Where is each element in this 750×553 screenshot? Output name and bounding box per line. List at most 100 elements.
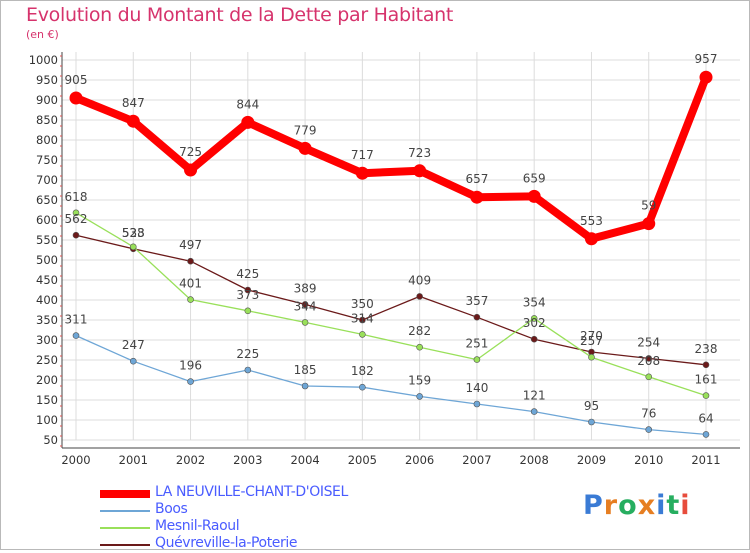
x-tick-label: 2004 [290, 453, 319, 467]
data-point [244, 366, 252, 374]
data-point [187, 296, 194, 303]
y-tick-label: 250 [36, 353, 58, 367]
chart-subtitle: (en €) [26, 28, 59, 41]
data-label: 717 [351, 148, 374, 162]
data-point [645, 373, 653, 381]
data-label: 425 [236, 267, 259, 281]
data-label: 957 [695, 52, 718, 66]
chart-title: Evolution du Montant de la Dette par Hab… [26, 4, 454, 26]
data-label: 847 [122, 96, 145, 110]
data-point [699, 70, 713, 84]
y-tick-label: 50 [43, 433, 58, 447]
series-line-3 [75, 234, 707, 366]
data-label: 121 [523, 389, 546, 403]
data-point [241, 115, 255, 129]
data-label: 779 [294, 123, 317, 137]
legend-label: LA NEUVILLE-CHANT-D'OISEL [155, 484, 348, 500]
data-label: 657 [465, 172, 488, 186]
y-tick-label: 600 [36, 213, 58, 227]
y-tick-label: 200 [36, 373, 58, 387]
logo-letter: t [666, 490, 681, 521]
data-point [126, 114, 140, 128]
y-tick-label: 850 [36, 113, 58, 127]
y-tick-label: 650 [36, 193, 58, 207]
logo-letter: i [680, 490, 691, 521]
x-tick-label: 2003 [233, 453, 262, 467]
data-label: 64 [698, 411, 713, 425]
y-tick-label: 950 [36, 73, 58, 87]
data-label: 723 [408, 146, 431, 160]
data-label: 354 [523, 295, 546, 309]
data-label: 497 [179, 238, 202, 252]
data-label: 251 [465, 337, 488, 351]
x-tick-label: 2009 [577, 453, 606, 467]
logo-letter: P [583, 490, 604, 521]
data-label: 373 [236, 288, 259, 302]
data-label: 161 [695, 373, 718, 387]
data-point [588, 418, 595, 426]
y-tick-label: 900 [36, 93, 58, 107]
data-label: 344 [294, 299, 317, 313]
legend-swatch [100, 510, 150, 512]
data-label: 196 [179, 359, 202, 373]
data-label: 618 [65, 190, 88, 204]
legend-label: Mesnil-Raoul [155, 518, 240, 534]
x-tick-label: 2010 [634, 453, 663, 467]
x-tick-label: 2007 [462, 453, 491, 467]
y-tick-label: 300 [36, 333, 58, 347]
x-tick-label: 2005 [348, 453, 377, 467]
data-point [69, 91, 83, 105]
data-label: 282 [408, 324, 431, 338]
legend-swatch [100, 490, 150, 498]
data-point [129, 357, 137, 365]
data-point [72, 332, 80, 339]
data-label: 238 [695, 342, 718, 356]
data-point [588, 353, 595, 361]
data-label: 140 [465, 381, 488, 395]
data-point [702, 392, 710, 399]
data-point [473, 313, 481, 321]
data-label: 553 [580, 214, 603, 228]
y-tick-label: 350 [36, 313, 58, 327]
data-label: 389 [294, 281, 317, 295]
data-label: 270 [580, 329, 603, 343]
logo-letter: r [603, 490, 619, 521]
data-label: 76 [641, 407, 656, 421]
proxiti-logo: Proxiti [583, 490, 691, 521]
data-point [359, 383, 366, 391]
data-point [530, 408, 538, 415]
data-point [359, 316, 366, 324]
data-point [584, 232, 598, 246]
y-tick-label: 100 [36, 413, 58, 427]
data-label: 659 [523, 171, 546, 185]
x-tick-label: 2008 [520, 453, 549, 467]
data-point [413, 164, 427, 178]
data-point [72, 209, 80, 217]
data-point [645, 426, 653, 433]
y-tick-label: 150 [36, 393, 58, 407]
series-line-1 [75, 334, 707, 436]
y-tick-label: 450 [36, 273, 58, 287]
data-label: 302 [523, 316, 546, 330]
data-point [470, 190, 484, 204]
legend-swatch [100, 527, 150, 529]
data-point [702, 361, 710, 369]
data-label: 182 [351, 364, 374, 378]
data-point [187, 257, 194, 265]
series-line-0 [72, 73, 710, 243]
data-point [298, 141, 312, 155]
plot-area [62, 52, 740, 440]
logo-letter: o [618, 490, 638, 521]
data-label: 725 [179, 145, 202, 159]
data-point [645, 355, 653, 362]
y-tick-label: 1000 [29, 53, 58, 67]
data-point [72, 231, 80, 239]
data-point [301, 301, 309, 308]
data-point [642, 217, 656, 231]
data-point [473, 400, 481, 408]
data-label: 401 [179, 277, 202, 291]
data-label: 185 [294, 363, 317, 377]
data-label: 409 [408, 273, 431, 287]
x-tick-label: 2006 [405, 453, 434, 467]
